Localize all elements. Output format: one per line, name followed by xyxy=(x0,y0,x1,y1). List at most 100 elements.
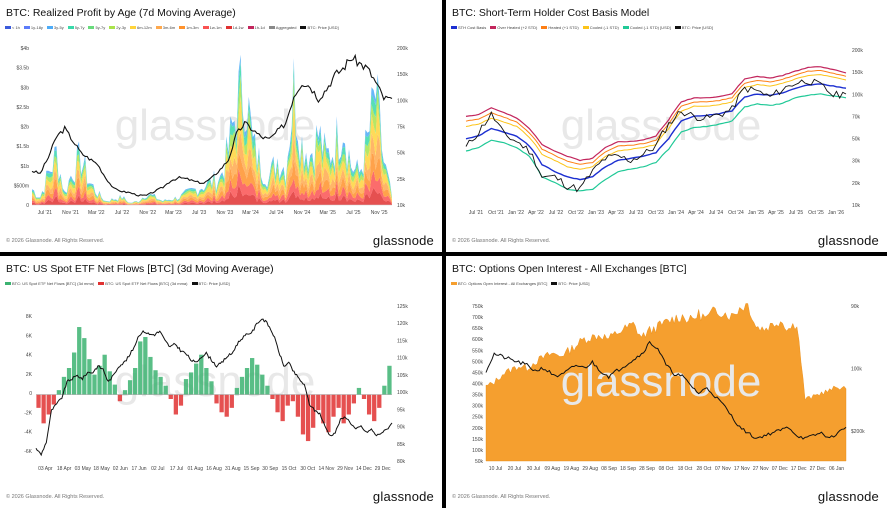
legend-item[interactable]: 1y-18y xyxy=(23,25,43,30)
outflow-bar xyxy=(36,394,41,408)
legend-item[interactable]: Heated (+1 STD) xyxy=(541,25,579,30)
btc-price-line xyxy=(485,340,847,440)
inflow-bar xyxy=(66,368,72,395)
outflow-bar xyxy=(351,394,356,404)
legend-item[interactable]: 1h-1d xyxy=(247,25,265,30)
x-tick-label: 14 Dec xyxy=(356,466,372,472)
legend-item[interactable]: Over Heated (+2 STD) xyxy=(490,25,537,30)
legend-item[interactable]: 5y-7y xyxy=(88,25,105,30)
y-left-tick-label: 350k xyxy=(472,393,483,399)
legend-item[interactable]: BTC: Price [USD] xyxy=(674,25,713,30)
x-tick-label: 03 May xyxy=(75,466,92,472)
x-tick-label: Jul '23 xyxy=(192,210,207,216)
legend-label: BTC: Price [USD] xyxy=(198,281,230,286)
x-tick-label: Oct '21 xyxy=(488,210,504,216)
x-tick-label: Jan '26 xyxy=(828,210,844,216)
inflow-bar xyxy=(61,376,67,395)
legend-swatch xyxy=(109,26,116,29)
y-left-tick-label: 6K xyxy=(26,333,33,339)
y-left-tick-label: $3.5b xyxy=(16,66,29,72)
legend-item[interactable]: 5y-7y xyxy=(67,25,84,30)
x-tick-label: 17 Jul xyxy=(170,466,183,472)
legend-item[interactable]: BTC: US Spot ETF Net Flows [BTC] (3d mma… xyxy=(5,281,94,286)
y-left-tick-label: 50k xyxy=(475,459,484,465)
legend-label: Aggregated xyxy=(275,25,297,30)
legend-label: Cooled (-1 STD) xyxy=(589,25,619,30)
legend-item[interactable]: BTC: Options Open Interest - All Exchang… xyxy=(451,281,547,286)
y-right-tick-label: 110k xyxy=(397,356,408,362)
y-right-tick-label: 25k xyxy=(397,177,406,183)
x-tick-label: 29 Nov xyxy=(337,466,353,472)
legend-item[interactable]: < 1h xyxy=(5,25,20,30)
inflow-bar xyxy=(239,376,245,395)
legend-label: BTC: Price [USD] xyxy=(681,25,713,30)
y-right-tick-label: 80k xyxy=(397,459,406,465)
x-tick-label: 14 Nov xyxy=(318,466,334,472)
x-tick-label: 19 Aug xyxy=(563,466,579,472)
legend-swatch xyxy=(225,26,232,29)
outflow-bar xyxy=(46,394,51,415)
legend-label: BTC: Price [USD] xyxy=(307,25,339,30)
inflow-bar xyxy=(148,356,153,395)
inflow-bar xyxy=(382,385,387,395)
legend-item[interactable]: 3m-6m xyxy=(155,25,176,30)
legend: BTC: US Spot ETF Net Flows [BTC] (3d mma… xyxy=(5,281,230,286)
inflow-bar xyxy=(72,352,77,395)
legend-swatch xyxy=(674,26,681,29)
x-tick-label: Jul '21 xyxy=(469,210,484,216)
legend-swatch xyxy=(88,26,95,29)
x-tick-label: 06 Jan xyxy=(829,466,844,472)
inflow-bar xyxy=(122,390,128,395)
legend-item[interactable]: 1m-3m xyxy=(179,25,199,30)
outflow-bar xyxy=(178,394,184,406)
x-tick-label: 17 Jun xyxy=(132,466,147,472)
outflow-bar xyxy=(275,394,280,413)
x-tick-label: 30 Sep xyxy=(262,466,278,472)
legend-item[interactable]: BTC: Price [USD] xyxy=(191,281,230,286)
legend-label: STH Cost Basis xyxy=(458,25,487,30)
legend-item[interactable]: Cooled (-1 STD) [USD] xyxy=(622,25,671,30)
legend-item[interactable]: BTC: Price [USD] xyxy=(300,25,339,30)
legend-item[interactable]: Aggregated xyxy=(268,25,297,30)
y-right-tick-label: 100k xyxy=(852,92,863,98)
overheated-band-line xyxy=(465,66,847,162)
outflow-bar xyxy=(41,394,46,424)
y-right-tick-label: 50k xyxy=(852,137,861,143)
inflow-bar xyxy=(92,374,97,395)
x-tick-label: Jan '22 xyxy=(508,210,524,216)
y-right-tick-label: 85k xyxy=(397,442,406,448)
legend-label: 1m-3m xyxy=(186,25,199,30)
x-tick-label: 02 Jul xyxy=(151,466,164,472)
x-tick-label: Jan '24 xyxy=(668,210,684,216)
inflow-bar xyxy=(234,387,240,395)
x-tick-label: Jul '23 xyxy=(629,210,644,216)
legend-item[interactable]: 1d-1w xyxy=(225,25,244,30)
etf-flows-chart: glassnode-6K-4K-2K02K4K6K8K80k85k90k95k1… xyxy=(24,304,408,472)
realized-profit-area-layer xyxy=(32,96,392,204)
legend-item[interactable]: BTC: Price [USD] xyxy=(551,281,590,286)
x-tick-label: Nov '23 xyxy=(216,210,233,216)
legend-swatch xyxy=(191,282,198,285)
brand-logo: glassnode xyxy=(372,489,434,504)
legend-item[interactable]: 6m-12m xyxy=(130,25,152,30)
legend-label: 3m-6m xyxy=(162,25,176,30)
legend-item[interactable]: 1w-1m xyxy=(202,25,222,30)
brand-logo: glassnode xyxy=(817,233,879,248)
x-tick-label: Oct '23 xyxy=(648,210,664,216)
inflow-bar xyxy=(97,365,102,395)
legend-item[interactable]: 3y-5y xyxy=(46,25,64,30)
legend-item[interactable]: STH Cost Basis xyxy=(451,25,486,30)
legend-item[interactable]: 2y-3y xyxy=(109,25,126,30)
y-left-tick-label: 100k xyxy=(472,448,483,454)
legend-label: BTC: US Spot ETF Net Flows [BTC] (3d mma… xyxy=(12,281,95,286)
x-tick-label: 15 Oct xyxy=(282,466,297,472)
legend-item[interactable]: BTC: US Spot ETF Net Flows [BTC] (3d mma… xyxy=(98,281,188,286)
outflow-bar xyxy=(336,394,341,408)
x-tick-label: 27 Nov xyxy=(753,466,769,472)
x-tick-label: 03 Apr xyxy=(38,466,53,472)
legend-label: 1d-1w xyxy=(232,25,244,30)
x-tick-label: 02 Jun xyxy=(113,466,128,472)
legend-item[interactable]: Cooled (-1 STD) xyxy=(582,25,619,30)
y-right-tick-label: 200k xyxy=(397,46,408,52)
y-left-tick-label: -4K xyxy=(24,430,32,436)
